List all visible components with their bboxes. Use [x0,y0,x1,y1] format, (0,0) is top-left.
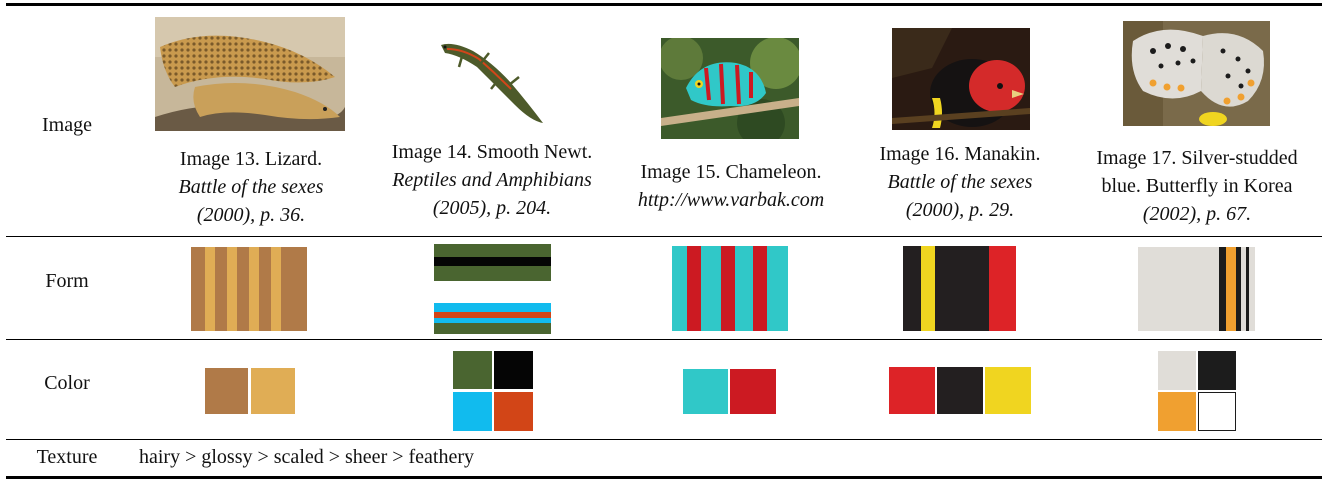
manakin-form-pattern [903,246,1016,331]
newt-photo [433,33,551,129]
row-label-image: Image [42,114,92,136]
butterfly-form-pattern [1138,247,1255,331]
caption-image-17: Image 17. Silver-studded blue. Butterfly… [1078,144,1316,228]
newt-color-swatch-3 [453,392,492,431]
caption-page: (2002), p. 67. [1142,203,1252,225]
chameleon-color-swatch-1 [683,369,728,414]
row-divider-image-form [6,236,1322,237]
table-bottom-rule [6,476,1322,479]
caption-image-14: Image 14. Smooth Newt. Reptiles and Amph… [367,138,617,222]
caption-source: blue. Butterfly in Korea [1101,175,1293,197]
newt-color-swatch-2 [494,351,533,389]
manakin-photo [892,28,1030,130]
newt-color-swatch-1 [453,351,492,389]
caption-image-16: Image 16. Manakin. Battle of the sexes (… [860,140,1060,224]
chameleon-color-swatch-2 [730,369,776,414]
caption-title: Image 13. Lizard. [179,148,323,170]
row-label-color: Color [44,372,90,394]
caption-source: Battle of the sexes [178,176,324,198]
butterfly-color-swatch-4 [1198,392,1236,431]
texture-ranking: hairy > glossy > scaled > sheer > feathe… [139,446,475,468]
lizard-form-pattern [191,247,307,331]
lizard-color-swatch-1 [205,368,248,414]
caption-title: Image 17. Silver-studded [1096,147,1298,169]
manakin-color-swatch-3 [985,367,1031,414]
caption-title: Image 16. Manakin. [879,143,1041,165]
manakin-color-swatch-2 [937,367,983,414]
row-divider-form-color [6,339,1322,340]
row-label-texture: Texture [36,446,98,468]
caption-image-13: Image 13. Lizard. Battle of the sexes (2… [135,145,367,229]
row-divider-color-texture [6,439,1322,440]
caption-page: (2000), p. 36. [196,204,306,226]
butterfly-photo [1123,21,1270,126]
butterfly-color-swatch-2 [1198,351,1236,390]
caption-page: (2005), p. 204. [432,197,552,219]
caption-title: Image 14. Smooth Newt. [391,141,593,163]
chameleon-photo [661,38,799,139]
chameleon-form-pattern [672,246,788,331]
caption-source: Battle of the sexes [887,171,1033,193]
caption-title: Image 15. Chameleon. [640,161,822,183]
caption-source: Reptiles and Amphibians [392,169,592,191]
lizard-color-swatch-2 [251,368,295,414]
lizard-photo [155,17,345,131]
butterfly-color-swatch-1 [1158,351,1196,390]
caption-source: http://www.varbak.com [637,189,825,211]
newt-color-swatch-4 [494,392,533,431]
newt-form-pattern [434,244,551,334]
caption-page: (2000), p. 29. [905,199,1015,221]
butterfly-color-swatch-3 [1158,392,1196,431]
row-label-form: Form [45,270,89,292]
caption-image-15: Image 15. Chameleon. http://www.varbak.c… [619,158,843,214]
table-top-rule [6,3,1322,6]
manakin-color-swatch-1 [889,367,935,414]
